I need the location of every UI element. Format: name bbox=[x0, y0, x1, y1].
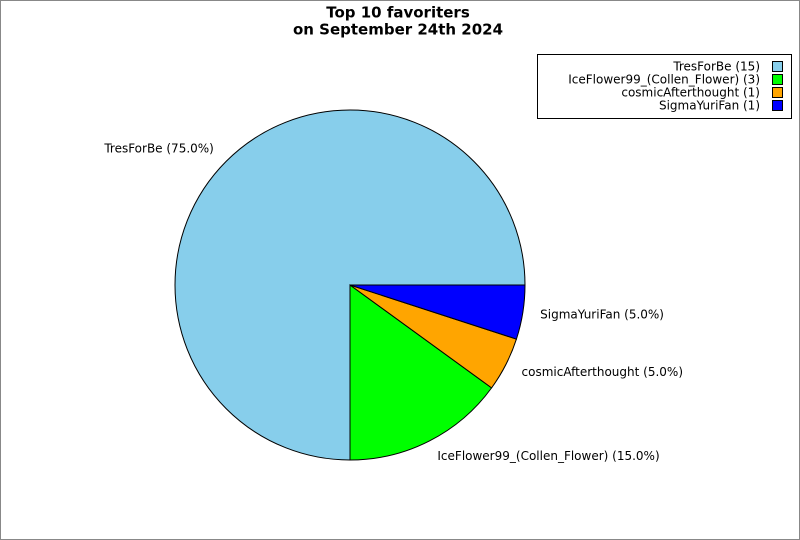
legend-swatch bbox=[772, 61, 783, 72]
pie-slice bbox=[349, 284, 493, 461]
slice-label: cosmicAfterthought (5.0%) bbox=[522, 365, 683, 379]
legend-swatch bbox=[772, 74, 783, 85]
legend-label: IceFlower99_(Collen_Flower) (3) bbox=[568, 73, 760, 87]
pie-slice bbox=[349, 284, 526, 340]
slice-label: SigmaYuriFan (5.0%) bbox=[540, 308, 664, 322]
slice-label: IceFlower99_(Collen_Flower) (15.0%) bbox=[437, 449, 659, 463]
legend-swatch bbox=[772, 100, 783, 111]
legend-box bbox=[537, 54, 792, 119]
legend-label: TresForBe (15) bbox=[672, 60, 760, 74]
slice-label: TresForBe (75.0%) bbox=[103, 141, 214, 155]
legend-swatch bbox=[772, 87, 783, 98]
legend-label: cosmicAfterthought (1) bbox=[621, 86, 760, 100]
chart-subtitle: on September 24th 2024 bbox=[293, 21, 503, 39]
legend-label: SigmaYuriFan (1) bbox=[659, 99, 760, 113]
chart-title: Top 10 favoriters bbox=[326, 4, 470, 22]
